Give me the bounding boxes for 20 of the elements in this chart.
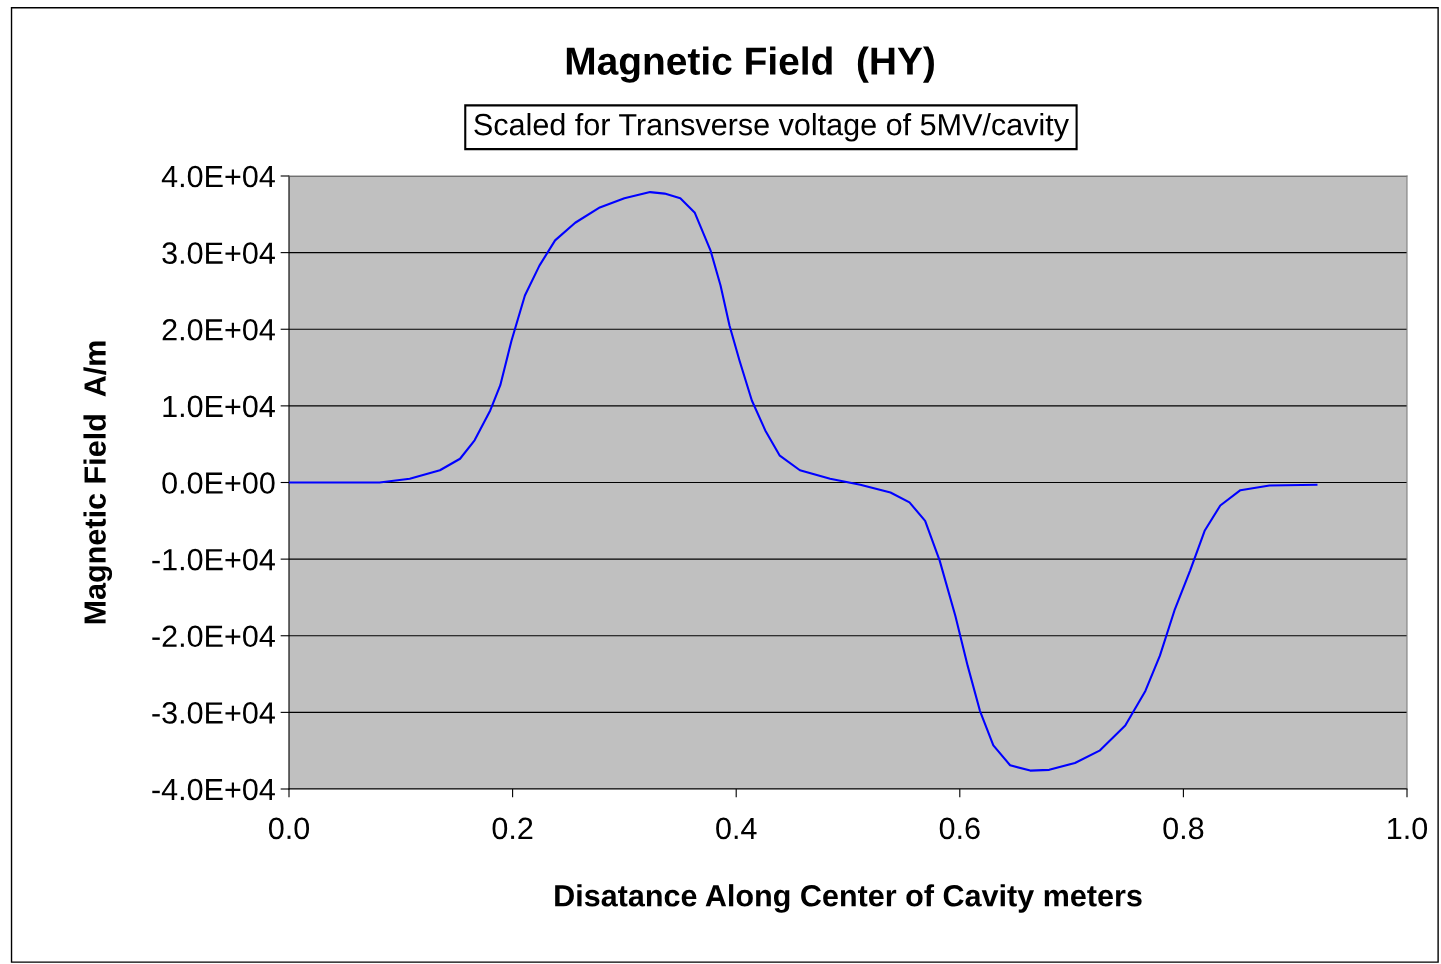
x-tick-label: 0.0 <box>268 817 310 840</box>
y-tick-label: -2.0E+04 <box>152 625 275 648</box>
chart-title: Magnetic Field (HY) <box>566 46 934 83</box>
y-tick-label: -3.0E+04 <box>152 702 275 724</box>
x-axis-title: Disatance Along Center of Cavity meters <box>555 884 1142 913</box>
y-tick-label: 0.0E+00 <box>162 472 275 494</box>
line-series <box>289 191 1318 772</box>
y-tick-label: 4.0E+04 <box>161 165 275 188</box>
y-tick-label: 2.0E+04 <box>162 318 275 341</box>
y-axis-title: Magnetic Field A/m <box>83 341 113 624</box>
x-tick-label: 0.2 <box>492 817 533 840</box>
x-tick-label: 0.8 <box>1163 817 1204 840</box>
y-tick-label: -4.0E+04 <box>152 778 275 801</box>
y-tick-label: 3.0E+04 <box>162 242 275 264</box>
x-tick-label: 0.6 <box>939 817 980 840</box>
y-tick-label: 1.0E+04 <box>163 395 275 418</box>
y-tick-label: -1.0E+04 <box>152 548 275 571</box>
chart-subtitle: Scaled for Transverse voltage of 5MV/cavity <box>474 113 1069 142</box>
x-tick-label: 0.4 <box>716 817 757 840</box>
x-tick-label: 1.0 <box>1388 817 1428 840</box>
